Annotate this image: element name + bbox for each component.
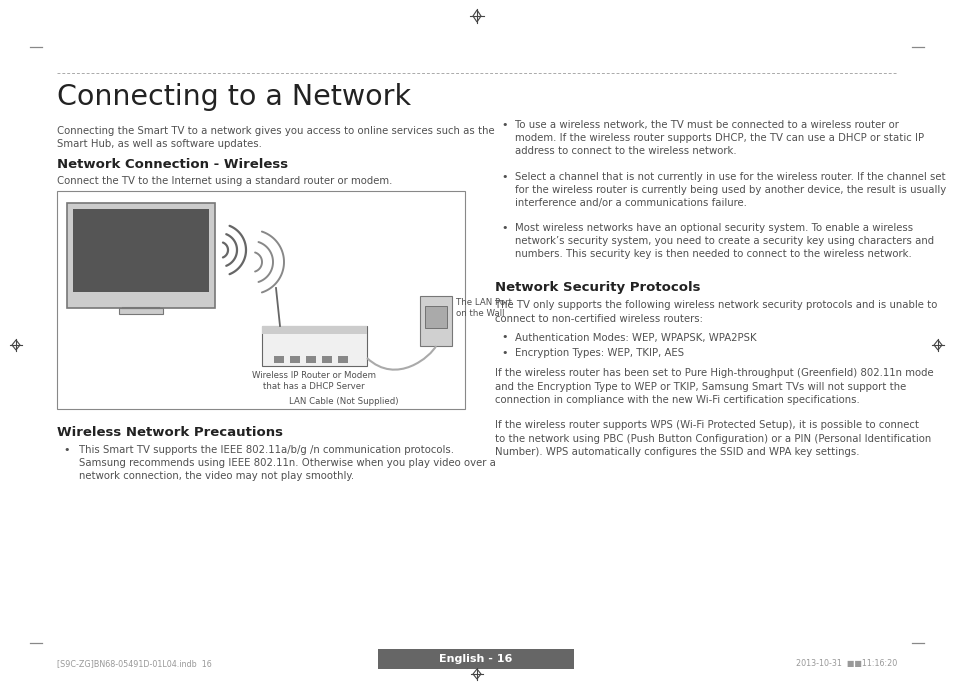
Text: Authentication Modes: WEP, WPAPSK, WPA2PSK: Authentication Modes: WEP, WPAPSK, WPA2P… — [515, 333, 756, 342]
Text: •: • — [63, 445, 70, 455]
Text: Encryption Types: WEP, TKIP, AES: Encryption Types: WEP, TKIP, AES — [515, 348, 683, 359]
Text: LAN Cable (Not Supplied): LAN Cable (Not Supplied) — [289, 397, 398, 406]
Text: [S9C-ZG]BN68-05491D-01L04.indb  16: [S9C-ZG]BN68-05491D-01L04.indb 16 — [57, 659, 212, 668]
Bar — [306, 356, 315, 363]
Text: •: • — [500, 348, 507, 359]
Text: Network Security Protocols: Network Security Protocols — [495, 281, 700, 293]
Text: If the wireless router supports WPS (Wi-Fi Protected Setup), it is possible to c: If the wireless router supports WPS (Wi-… — [495, 420, 930, 457]
Bar — [419, 296, 452, 346]
Bar — [290, 356, 299, 363]
Text: Wireless IP Router or Modem
that has a DHCP Server: Wireless IP Router or Modem that has a D… — [252, 371, 375, 391]
Text: The TV only supports the following wireless network security protocols and is un: The TV only supports the following wirel… — [495, 301, 937, 324]
Bar — [262, 326, 367, 334]
Bar — [57, 191, 464, 409]
Bar — [274, 356, 284, 363]
Text: Connect the TV to the Internet using a standard router or modem.: Connect the TV to the Internet using a s… — [57, 176, 392, 186]
Text: 2013-10-31  ■■11:16:20: 2013-10-31 ■■11:16:20 — [795, 659, 896, 668]
Text: •: • — [500, 223, 507, 233]
Text: Wireless Network Precautions: Wireless Network Precautions — [57, 426, 283, 439]
Bar — [424, 306, 447, 328]
Bar — [377, 649, 574, 669]
Text: •: • — [500, 172, 507, 181]
Bar — [262, 326, 367, 366]
Text: Connecting the Smart TV to a network gives you access to online services such as: Connecting the Smart TV to a network giv… — [57, 126, 494, 149]
Bar — [119, 308, 163, 314]
Text: Select a channel that is not currently in use for the wireless router. If the ch: Select a channel that is not currently i… — [515, 172, 945, 208]
Text: •: • — [500, 333, 507, 342]
Bar — [337, 356, 348, 363]
Text: Network Connection - Wireless: Network Connection - Wireless — [57, 158, 288, 171]
Text: This Smart TV supports the IEEE 802.11a/b/g /n communication protocols.
Samsung : This Smart TV supports the IEEE 802.11a/… — [79, 445, 496, 482]
Bar — [322, 356, 332, 363]
Text: The LAN Port
on the Wall: The LAN Port on the Wall — [456, 298, 512, 318]
Text: Most wireless networks have an optional security system. To enable a wireless
ne: Most wireless networks have an optional … — [515, 223, 933, 259]
Text: •: • — [500, 120, 507, 130]
Bar — [73, 209, 209, 292]
Text: Connecting to a Network: Connecting to a Network — [57, 83, 411, 111]
Text: English - 16: English - 16 — [438, 654, 512, 664]
Text: If the wireless router has been set to Pure High-throughput (Greenfield) 802.11n: If the wireless router has been set to P… — [495, 368, 933, 405]
Bar — [67, 203, 214, 308]
Text: To use a wireless network, the TV must be connected to a wireless router or
mode: To use a wireless network, the TV must b… — [515, 120, 923, 157]
